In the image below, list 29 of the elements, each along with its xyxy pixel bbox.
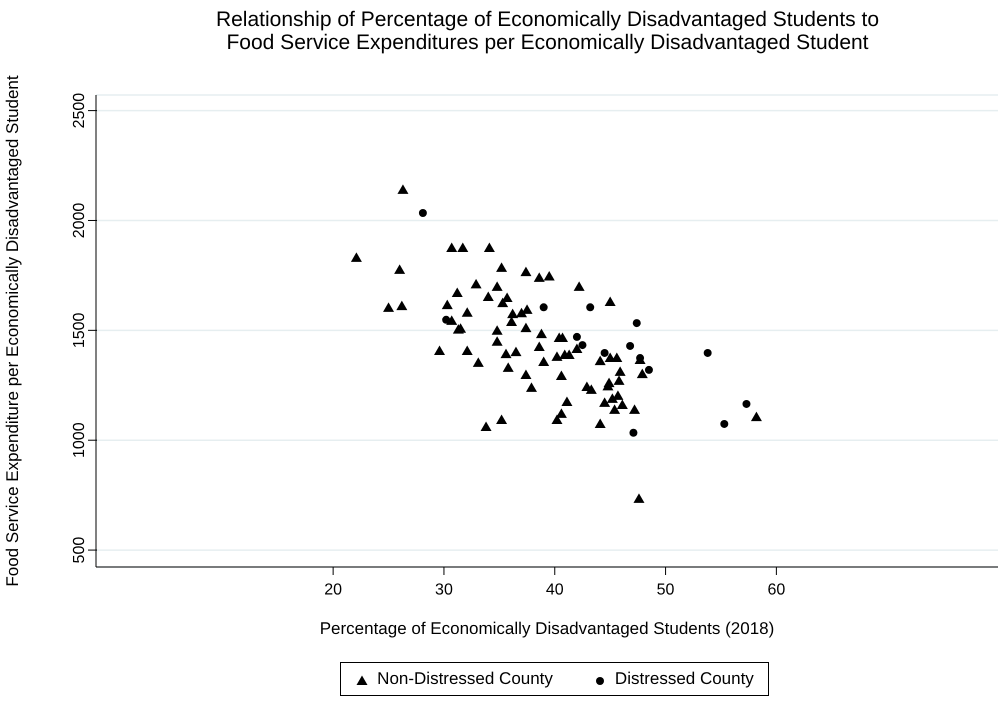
y-tick-label: 2500 — [71, 92, 88, 128]
point — [720, 420, 728, 428]
x-tick-label: 40 — [546, 581, 564, 598]
point — [644, 366, 653, 374]
point — [626, 342, 634, 350]
y-tick-label: 1500 — [71, 312, 88, 348]
point — [742, 400, 750, 408]
x-tick-label: 20 — [324, 581, 342, 598]
point — [600, 348, 609, 357]
point — [704, 348, 712, 357]
y-tick-label: 2000 — [71, 202, 88, 238]
y-axis-title: Food Service Expenditure per Economically Disadvantaged Student — [3, 75, 22, 587]
legend-label: Non-Distressed County — [377, 669, 553, 688]
chart-title: Relationship of Percentage of Economically Disadvantaged Students to Food Service Expenditures per Economically Disadvantaged Student — [214, 8, 880, 54]
x-tick-label: 50 — [656, 581, 675, 598]
x-tick-label: 30 — [435, 581, 453, 598]
y-tick-label: 500 — [71, 536, 88, 564]
point — [629, 428, 638, 437]
point — [442, 316, 450, 324]
point — [578, 341, 586, 350]
y-tick-label: 1000 — [71, 422, 88, 458]
x-axis-title: Percentage of Economically Disadvantaged Students (2018) — [320, 619, 774, 638]
point — [540, 303, 548, 312]
point — [586, 303, 594, 312]
x-tick-label: 60 — [767, 581, 786, 598]
point — [418, 209, 427, 217]
point — [632, 319, 641, 328]
point — [572, 332, 581, 341]
legend-label: Distressed County — [614, 669, 754, 688]
